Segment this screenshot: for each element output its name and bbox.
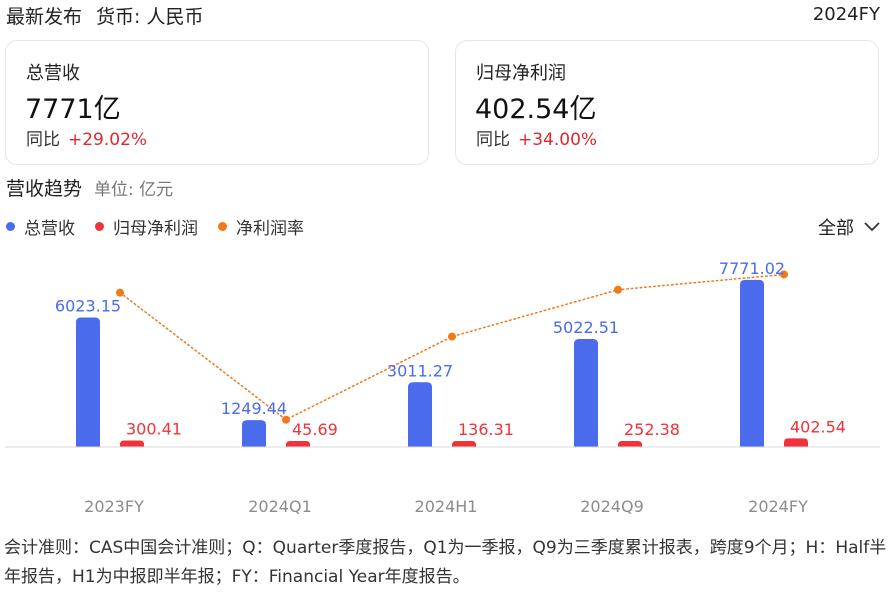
point-net-margin-2024Q1[interactable]	[282, 415, 290, 424]
legend-label-margin: 净利润率	[236, 219, 304, 239]
label-revenue-2024FY: 7771.02	[719, 259, 785, 278]
bar-net-profit-2024Q9[interactable]	[618, 441, 642, 447]
revenue-trend-chart: 6023.15 300.41 1249.44 45.69 3011.27 136.31 50…	[5, 259, 880, 516]
label-net-profit-2024Q9: 252.38	[624, 420, 680, 439]
revenue-yoy: 同比 +29.02%	[26, 125, 147, 150]
point-net-margin-2024Q9[interactable]	[614, 285, 622, 294]
header-title: 最新发布	[6, 6, 83, 28]
point-net-margin-2024H1[interactable]	[448, 332, 456, 341]
label-revenue-2024Q1: 1249.44	[221, 399, 287, 418]
bar-revenue-2024Q1[interactable]	[242, 420, 266, 447]
currency-label: 货币: 人民币	[96, 6, 204, 28]
legend-dot-margin	[218, 222, 227, 231]
chevron-down-icon	[864, 222, 880, 232]
revenue-yoy-label: 同比	[26, 130, 60, 150]
legend-item-revenue[interactable]: 总营收	[6, 214, 75, 239]
legend-item-margin[interactable]: 净利润率	[218, 214, 304, 239]
revenue-value: 7771亿	[25, 94, 121, 125]
bar-revenue-2024Q9[interactable]	[574, 339, 598, 447]
revenue-card: 总营收 7771亿 同比 +29.02%	[5, 40, 429, 165]
bar-revenue-2023FY[interactable]	[76, 317, 100, 447]
report-period: 2024FY	[812, 4, 880, 25]
legend-item-net-profit[interactable]: 归母净利润	[95, 214, 198, 239]
point-net-margin-2023FY[interactable]	[116, 288, 124, 297]
label-net-profit-2024H1: 136.31	[458, 420, 514, 439]
bar-net-profit-2024FY[interactable]	[784, 438, 808, 447]
bar-net-profit-2024Q1[interactable]	[286, 441, 310, 447]
x-tick-2024Q1: 2024Q1	[248, 497, 312, 516]
legend-label-net-profit: 归母净利润	[113, 219, 198, 239]
point-net-margin-2024FY[interactable]	[780, 270, 788, 279]
x-tick-2024Q9: 2024Q9	[580, 497, 644, 516]
revenue-label: 总营收	[26, 63, 80, 84]
net-profit-yoy-value: +34.00%	[518, 130, 598, 150]
net-profit-label: 归母净利润	[476, 63, 566, 84]
x-tick-2024H1: 2024H1	[415, 497, 478, 516]
net-profit-yoy-label: 同比	[476, 130, 510, 150]
x-tick-2023FY: 2023FY	[84, 497, 144, 516]
label-net-profit-2024Q1: 45.69	[292, 420, 338, 439]
bar-revenue-2024H1[interactable]	[408, 382, 432, 447]
net-profit-card: 归母净利润 402.54亿 同比 +34.00%	[455, 40, 879, 165]
bar-net-profit-2024H1[interactable]	[452, 441, 476, 447]
period-filter-label: 全部	[818, 218, 854, 239]
net-profit-yoy: 同比 +34.00%	[476, 125, 597, 150]
legend-label-revenue: 总营收	[24, 219, 75, 239]
bar-net-profit-2023FY[interactable]	[120, 440, 144, 447]
line-net-margin	[119, 273, 785, 421]
period-filter-dropdown[interactable]: 全部	[818, 214, 880, 240]
label-net-profit-2023FY: 300.41	[126, 420, 182, 439]
label-revenue-2024Q9: 5022.51	[553, 318, 619, 337]
label-revenue-2023FY: 6023.15	[55, 297, 121, 316]
section-unit: 单位: 亿元	[94, 180, 174, 200]
accounting-footnote: 会计准则：CAS中国会计准则；Q：Quarter季度报告，Q1为一季报，Q9为三…	[4, 538, 887, 587]
net-profit-value: 402.54亿	[475, 94, 597, 125]
legend-dot-net-profit	[95, 222, 104, 231]
revenue-yoy-value: +29.02%	[68, 130, 148, 150]
bar-revenue-2024FY[interactable]	[740, 279, 764, 447]
legend-dot-revenue	[6, 222, 15, 231]
section-header: 营收趋势 单位: 亿元	[6, 174, 173, 201]
x-tick-2024FY: 2024FY	[748, 497, 808, 516]
chart-legend: 总营收 归母净利润 净利润率	[6, 214, 304, 239]
label-net-profit-2024FY: 402.54	[790, 417, 846, 436]
label-revenue-2024H1: 3011.27	[387, 361, 453, 380]
section-title: 营收趋势	[6, 178, 83, 200]
header: 最新发布 货币: 人民币	[6, 2, 203, 29]
